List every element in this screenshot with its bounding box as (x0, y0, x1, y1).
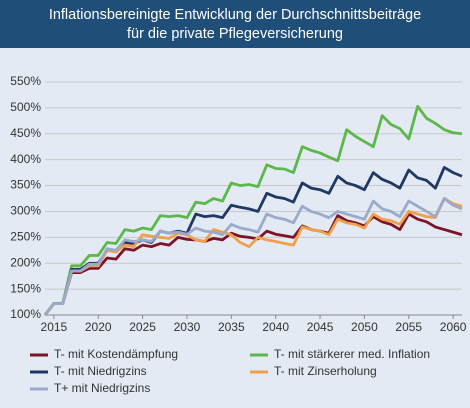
series-line (43, 212, 463, 316)
y-tick-label: 350% (10, 178, 41, 192)
legend-label: T- mit Niedrigzins (54, 364, 147, 378)
x-tick-label: 2050 (351, 320, 378, 334)
y-tick-label: 150% (10, 281, 41, 295)
y-tick-label: 400% (10, 152, 41, 166)
x-tick-label: 2040 (262, 320, 289, 334)
legend-label: T- mit Zinserholung (274, 364, 377, 378)
x-tick-label: 2015 (41, 320, 68, 334)
x-tick-label: 2035 (218, 320, 245, 334)
series-line (43, 104, 463, 316)
x-tick-label: 2055 (395, 320, 422, 334)
y-tick-label: 200% (10, 255, 41, 269)
x-tick-label: 2025 (129, 320, 156, 334)
x-tick-label: 2060 (440, 320, 467, 334)
series-line (43, 197, 463, 316)
y-tick-label: 500% (10, 100, 41, 114)
title-bar (0, 0, 470, 48)
x-tick-label: 2045 (307, 320, 334, 334)
chart-title: Inflationsbereinigte Entwicklung der Dur… (49, 7, 421, 23)
y-tick-label: 250% (10, 230, 41, 244)
legend-label: T- mit stärkerer med. Inflation (274, 347, 430, 361)
chart-subtitle: für die private Pflegeversicherung (127, 26, 343, 42)
legend-label: T- mit Kostendämpfung (54, 347, 178, 361)
y-tick-label: 100% (10, 307, 41, 321)
y-tick-label: 450% (10, 126, 41, 140)
x-tick-label: 2030 (174, 320, 201, 334)
y-tick-label: 550% (10, 74, 41, 88)
series-line (43, 197, 463, 316)
x-tick-label: 2020 (85, 320, 112, 334)
y-tick-label: 300% (10, 204, 41, 218)
legend-label: T+ mit Niedrigzins (54, 381, 150, 395)
